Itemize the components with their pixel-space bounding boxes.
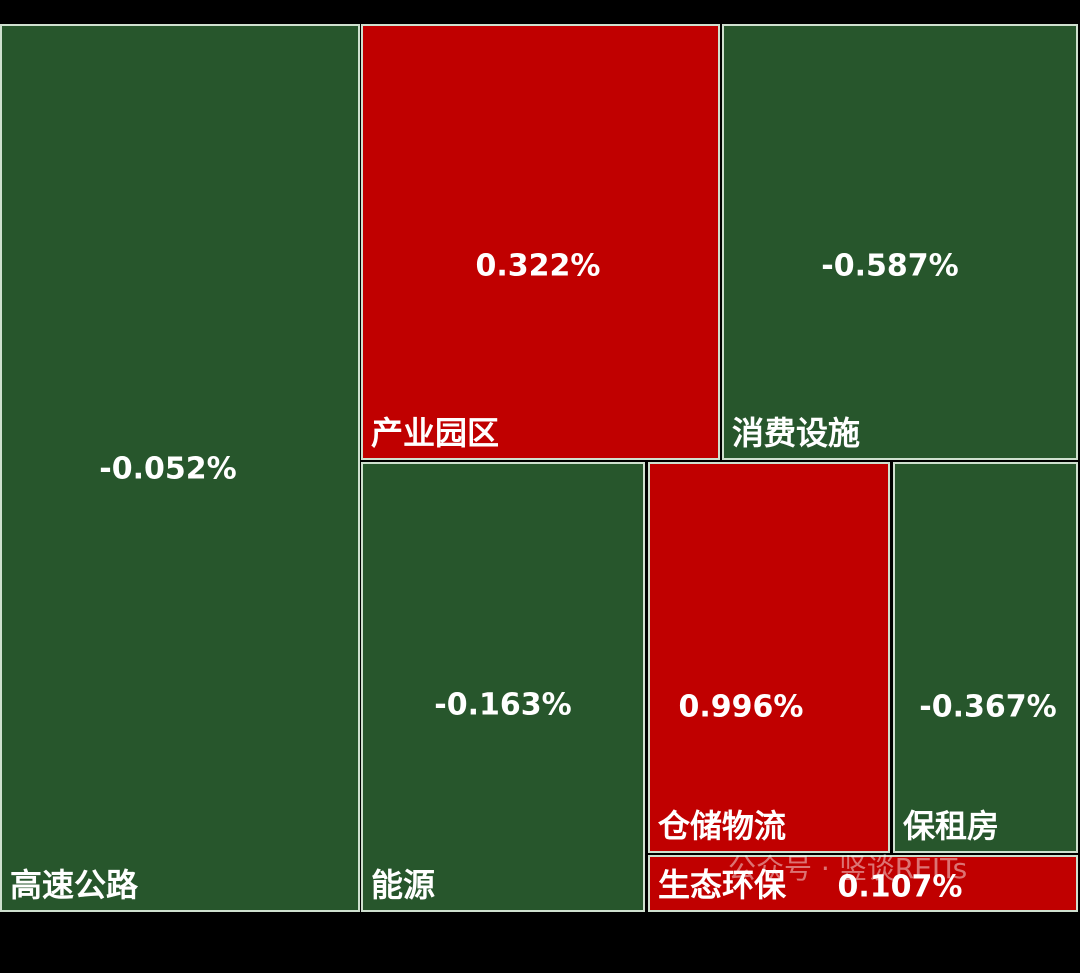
tile — [722, 24, 1078, 460]
tile-label: 仓储物流 — [658, 807, 786, 845]
tile-label: 生态环保 — [658, 866, 787, 904]
value-label: -0.052% — [99, 452, 236, 487]
tile — [893, 462, 1078, 853]
tile — [648, 462, 890, 853]
value-label: -0.367% — [919, 690, 1056, 725]
value-label: 0.996% — [679, 690, 804, 725]
value-label: 0.322% — [476, 249, 601, 284]
tile-label: 保租房 — [903, 807, 999, 845]
tile — [0, 24, 360, 912]
value-label: -0.163% — [434, 688, 571, 723]
watermark: 公众号 · 竖谈REITs — [728, 852, 967, 885]
tile — [361, 462, 645, 912]
tile-label: 高速公路 — [10, 866, 139, 904]
tile-label: 消费设施 — [732, 414, 860, 452]
tile-label: 能源 — [371, 866, 435, 904]
tile — [648, 855, 1078, 912]
value-label: -0.587% — [821, 249, 958, 284]
value-label: 0.107% — [838, 870, 963, 905]
tile — [361, 24, 720, 460]
tile-label: 产业园区 — [371, 414, 499, 452]
